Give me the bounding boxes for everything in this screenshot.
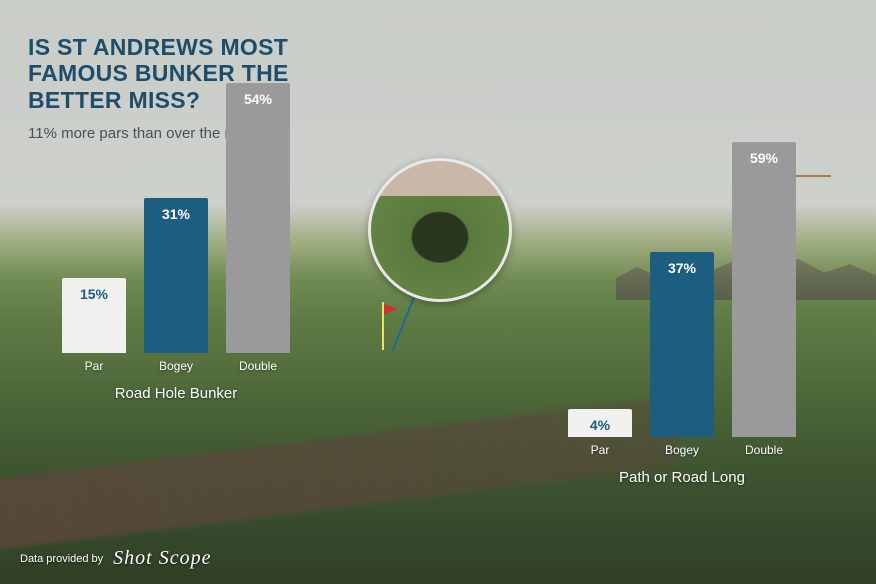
bar: 31% bbox=[144, 198, 208, 353]
bar: 4% bbox=[568, 409, 632, 437]
credit-prefix: Data provided by bbox=[20, 553, 103, 565]
bunker-inset-photo bbox=[368, 158, 512, 302]
bar-value-label: 15% bbox=[62, 286, 126, 302]
bar: 15% bbox=[62, 278, 126, 353]
bar-category-label: Par bbox=[85, 359, 104, 373]
bar: 54% bbox=[226, 83, 290, 353]
bar-category-label: Bogey bbox=[159, 359, 193, 373]
pin-flag-icon bbox=[382, 302, 384, 350]
bar: 59% bbox=[732, 142, 796, 437]
bar-chart-group: 15% Par 31% Bogey 54% Double Road Hole Bunker bbox=[62, 83, 290, 402]
chart-group-label: Path or Road Long bbox=[568, 469, 796, 486]
infographic-stage: IS ST ANDREWS MOST FAMOUS BUNKER THE BET… bbox=[0, 0, 876, 584]
bar-value-label: 31% bbox=[144, 206, 208, 222]
data-credit: Data provided by Shot Scope bbox=[20, 547, 211, 570]
bar: 37% bbox=[650, 252, 714, 437]
bar-double: 54% Double bbox=[226, 83, 290, 373]
bar-bogey: 31% Bogey bbox=[144, 198, 208, 373]
shotscope-logo: Shot Scope bbox=[113, 547, 211, 570]
bar-value-label: 4% bbox=[568, 417, 632, 433]
bar-bogey: 37% Bogey bbox=[650, 252, 714, 457]
bar-category-label: Double bbox=[239, 359, 277, 373]
bar-value-label: 37% bbox=[650, 260, 714, 276]
bar-value-label: 59% bbox=[732, 150, 796, 166]
bar-chart-group: 4% Par 37% Bogey 59% Double Path or Road Long bbox=[568, 142, 796, 486]
bar-category-label: Par bbox=[591, 443, 610, 457]
bar-value-label: 54% bbox=[226, 91, 290, 107]
bar-category-label: Bogey bbox=[665, 443, 699, 457]
bar-double: 59% Double bbox=[732, 142, 796, 457]
bar-par: 15% Par bbox=[62, 278, 126, 373]
chart-group-label: Road Hole Bunker bbox=[62, 385, 290, 402]
bar-category-label: Double bbox=[745, 443, 783, 457]
bar-par: 4% Par bbox=[568, 409, 632, 457]
